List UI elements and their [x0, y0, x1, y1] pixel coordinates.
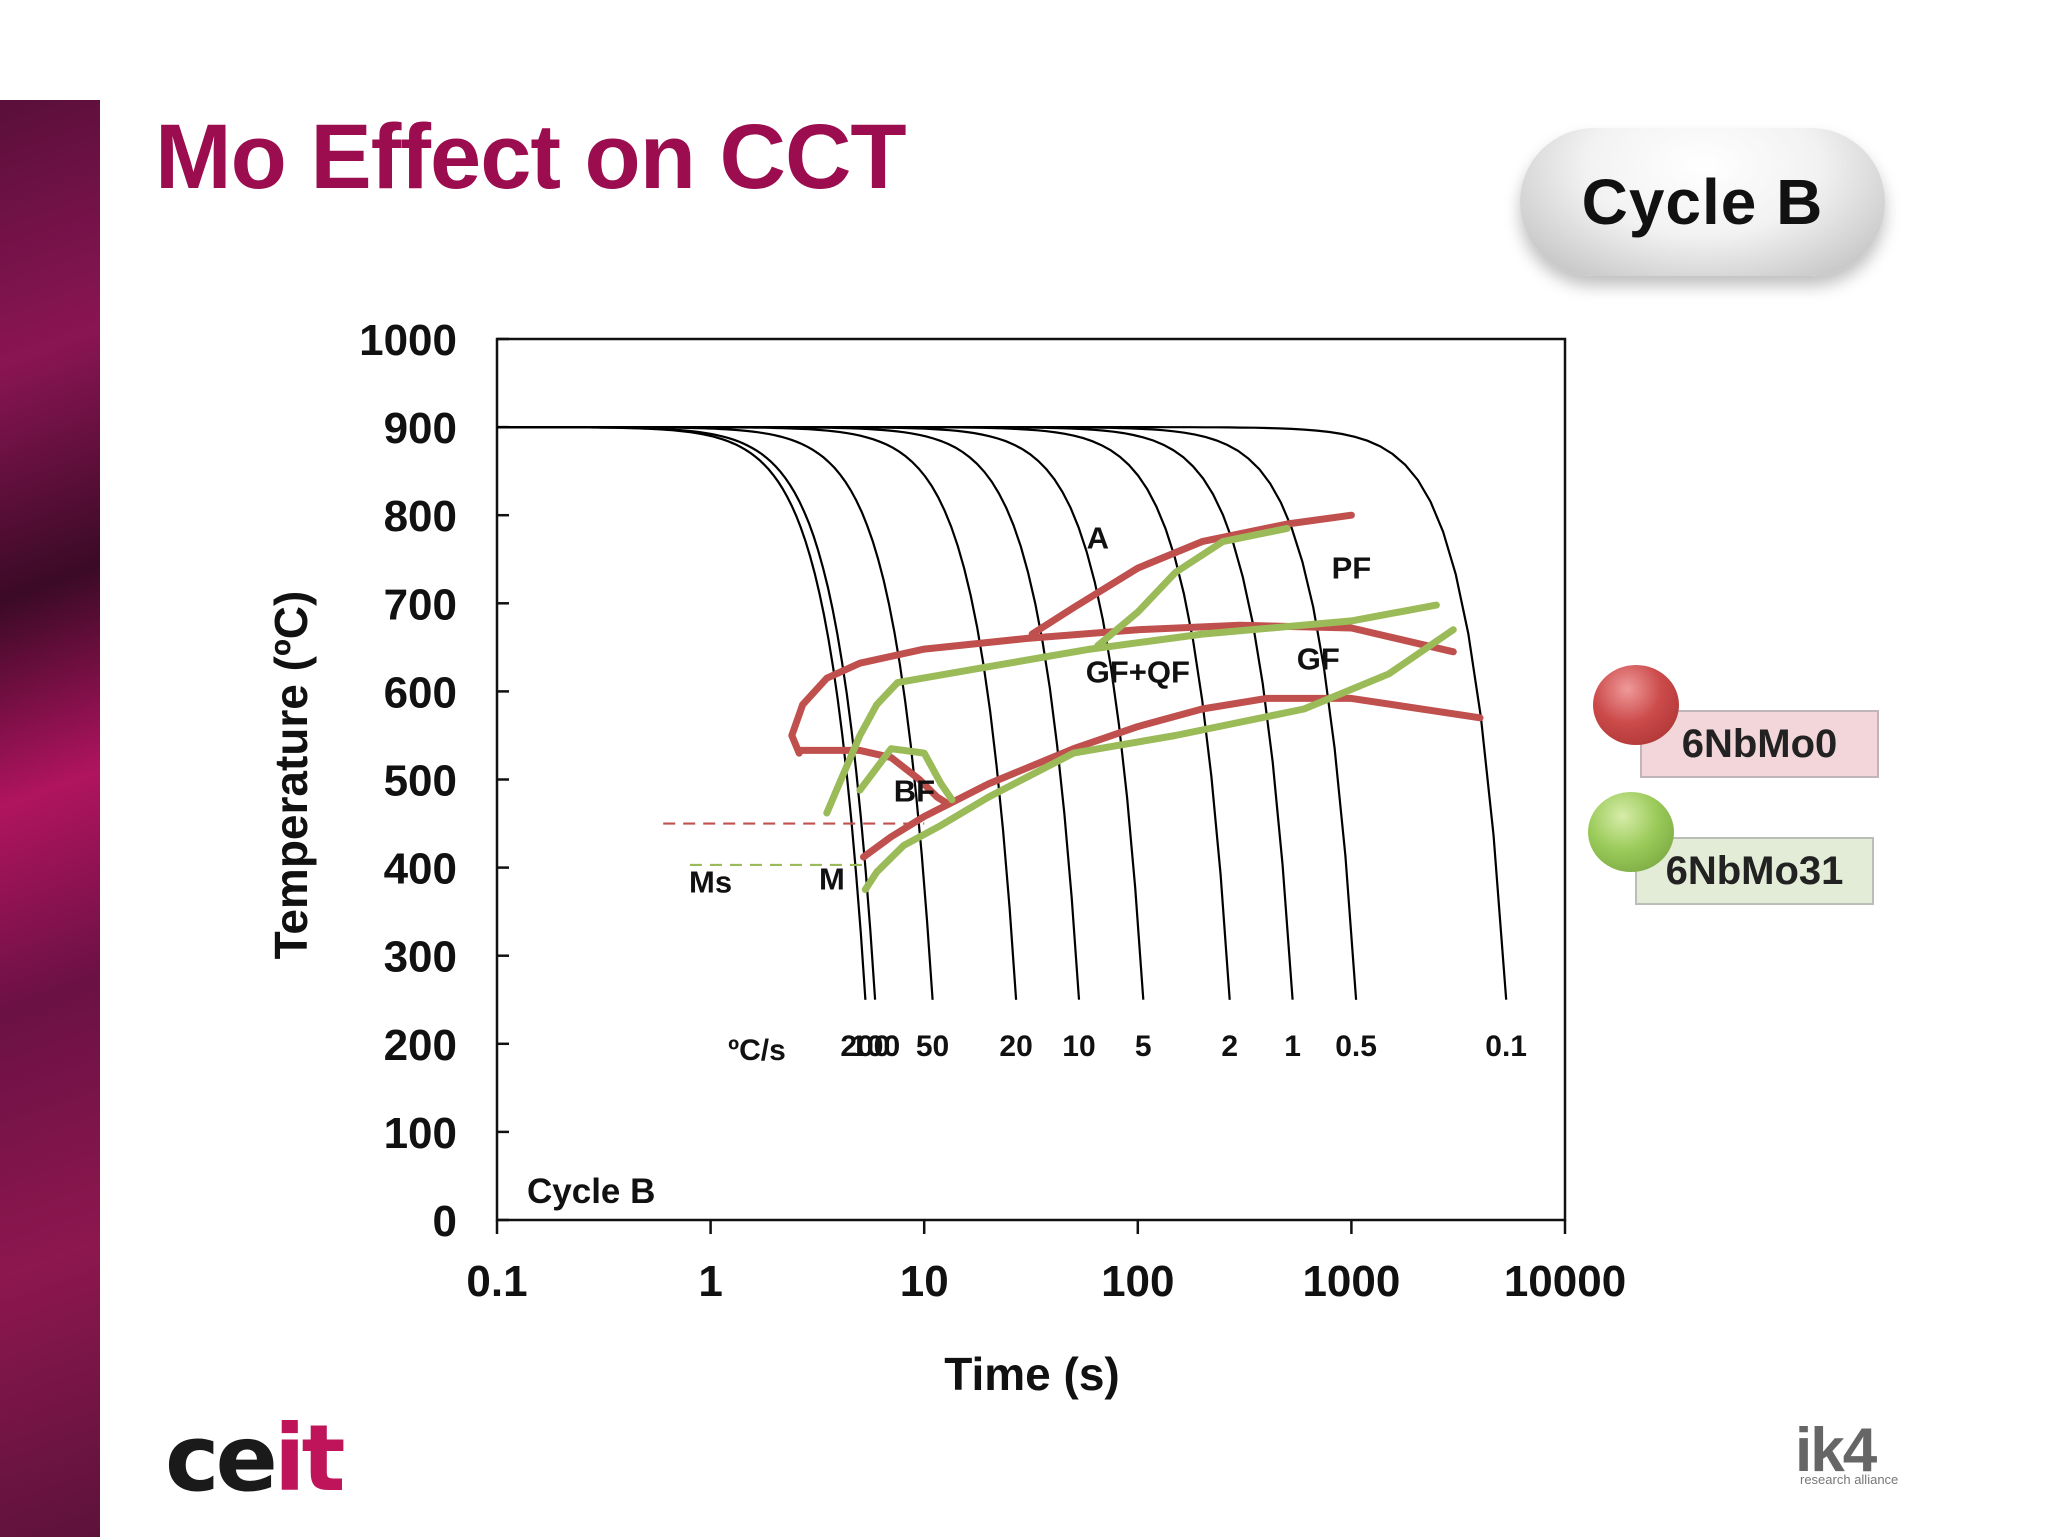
y-tick-label: 600 [384, 668, 457, 717]
series-line [1028, 511, 1355, 638]
series-line [1094, 524, 1291, 650]
cooling-rate-label: 0.5 [1335, 1030, 1377, 1063]
y-tick-label: 700 [384, 580, 457, 629]
y-tick-label: 0 [433, 1197, 457, 1246]
phase-label: M [819, 862, 845, 897]
cooling-rate-label: 0.1 [1485, 1030, 1527, 1063]
phase-label: A [1087, 521, 1109, 556]
x-tick-label: 1 [698, 1257, 722, 1306]
cooling-rate-label: 1 [1284, 1030, 1301, 1063]
legend-swatch [1588, 792, 1674, 872]
phase-label: GF+QF [1086, 655, 1190, 690]
plot-frame [495, 337, 1567, 1222]
rate-unit-label: ºC/s [728, 1034, 786, 1067]
side-band [0, 100, 100, 1537]
x-axis-title: Time (s) [944, 1348, 1120, 1400]
legend-item-6nbmo0: 6NbMo0 [1590, 665, 1890, 795]
cooling-rate-label: 10 [1062, 1030, 1095, 1063]
ceit-logo: ceit [165, 1405, 345, 1512]
chart-inner-label: Cycle B [527, 1172, 655, 1211]
cooling-rate-label: 200 [840, 1030, 890, 1063]
x-tick-label: 10 [900, 1257, 949, 1306]
x-tick-label: 10000 [1504, 1257, 1626, 1306]
y-tick-label: 100 [384, 1109, 457, 1158]
cooling-rate-label: 50 [916, 1030, 949, 1063]
cooling-rate-label: 20 [999, 1030, 1032, 1063]
series-line [856, 745, 956, 804]
y-tick-label: 900 [384, 404, 457, 453]
x-tick-label: 0.1 [466, 1257, 527, 1306]
series-line [860, 694, 1484, 861]
cooling-rate-label: 100 [850, 1030, 900, 1063]
ik4-logo-subtext: research alliance [1800, 1472, 1899, 1487]
top-strip [0, 0, 2048, 100]
legend-item-6nbmo31: 6NbMo31 [1585, 792, 1885, 922]
y-tick-label: 1000 [359, 316, 457, 365]
y-axis-title: Temperature (ºC) [265, 591, 317, 960]
series-line [861, 626, 1457, 894]
legend-swatch [1593, 665, 1679, 745]
series-line [795, 746, 952, 808]
phase-label: BF [894, 774, 935, 809]
phase-label: PF [1332, 551, 1372, 586]
slide-title: Mo Effect on CCT [155, 106, 907, 208]
cooling-rate-label: 2 [1221, 1030, 1238, 1063]
phase-label: GF [1297, 641, 1340, 676]
cooling-rate-label: 5 [1135, 1030, 1152, 1063]
y-tick-label: 400 [384, 845, 457, 894]
ik4-logo: ik4 [1795, 1416, 1877, 1485]
legend-label: 6NbMo0 [1640, 710, 1879, 778]
phase-label: Ms [689, 864, 732, 899]
y-tick-label: 500 [384, 757, 457, 806]
y-tick-label: 200 [384, 1021, 457, 1070]
x-tick-label: 1000 [1302, 1257, 1400, 1306]
x-tick-label: 100 [1101, 1257, 1174, 1306]
series-line [823, 601, 1440, 817]
y-tick-label: 800 [384, 492, 457, 541]
legend-label: 6NbMo31 [1635, 837, 1874, 905]
y-tick-label: 300 [384, 933, 457, 982]
cooling-curve [497, 426, 1508, 1000]
cycle-badge: Cycle B [1520, 128, 1885, 276]
